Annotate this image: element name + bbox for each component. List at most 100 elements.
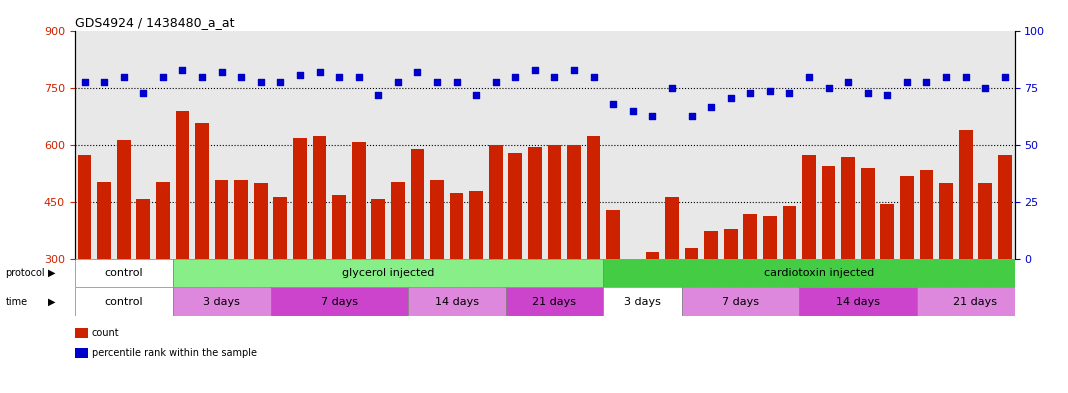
Point (781, 90, 798, 96)
Bar (489, 145, 503, 373)
Bar (920, 170, 933, 373)
Point (585, 74, 602, 80)
Text: percentile rank within the sample: percentile rank within the sample (92, 348, 256, 358)
Point (506, 74, 523, 80)
Point (624, 108, 641, 114)
Point (918, 79, 936, 85)
Text: control: control (105, 268, 143, 278)
Bar (97, 182, 111, 373)
FancyBboxPatch shape (270, 287, 408, 316)
Point (468, 92, 485, 98)
Point (370, 92, 387, 98)
Bar (195, 123, 209, 373)
Bar (685, 248, 698, 373)
Point (761, 88, 779, 94)
Point (741, 90, 758, 96)
Bar (626, 259, 640, 373)
Text: count: count (92, 328, 120, 338)
Point (331, 74, 348, 80)
FancyBboxPatch shape (408, 287, 505, 316)
Text: ▶: ▶ (48, 268, 56, 278)
Bar (430, 180, 444, 373)
Bar (332, 195, 346, 373)
Bar (75, 328, 88, 338)
Bar (508, 153, 522, 373)
FancyBboxPatch shape (681, 287, 799, 316)
Bar (391, 182, 405, 373)
Point (938, 74, 955, 80)
Text: GDS4924 / 1438480_a_at: GDS4924 / 1438480_a_at (75, 16, 234, 29)
Text: 21 days: 21 days (533, 297, 577, 307)
Text: control: control (105, 297, 143, 307)
FancyBboxPatch shape (603, 259, 1034, 287)
Point (566, 67, 583, 73)
Bar (116, 140, 130, 373)
Bar (724, 229, 738, 373)
Point (409, 69, 426, 75)
Point (820, 85, 837, 92)
Bar (842, 157, 855, 373)
FancyBboxPatch shape (75, 287, 173, 316)
Point (996, 74, 1014, 80)
Bar (567, 145, 581, 373)
Point (663, 85, 680, 92)
Bar (861, 168, 875, 373)
Bar (450, 193, 464, 373)
Point (546, 74, 563, 80)
Point (859, 90, 876, 96)
Bar (273, 196, 287, 373)
Bar (763, 216, 776, 373)
Point (311, 69, 328, 75)
Text: 14 days: 14 days (836, 297, 880, 307)
Text: 21 days: 21 days (954, 297, 998, 307)
Point (271, 79, 288, 85)
Point (76, 79, 93, 85)
Bar (234, 180, 248, 373)
Bar (802, 155, 816, 373)
Point (604, 101, 622, 108)
Bar (75, 348, 88, 358)
Bar (821, 166, 835, 373)
Bar (548, 145, 562, 373)
FancyBboxPatch shape (75, 259, 173, 287)
Point (449, 79, 466, 85)
Bar (783, 206, 797, 373)
Bar (586, 136, 600, 373)
Bar (254, 184, 268, 373)
FancyBboxPatch shape (173, 259, 603, 287)
Bar (175, 111, 189, 373)
Point (976, 85, 993, 92)
Point (252, 79, 269, 85)
Point (644, 113, 661, 119)
Bar (156, 182, 170, 373)
Text: 3 days: 3 days (624, 297, 661, 307)
Text: cardiotoxin injected: cardiotoxin injected (764, 268, 874, 278)
Text: ▶: ▶ (48, 297, 56, 307)
Bar (410, 149, 424, 373)
Point (839, 79, 857, 85)
Point (957, 74, 974, 80)
Bar (607, 210, 621, 373)
Point (350, 74, 367, 80)
Point (135, 90, 152, 96)
Point (174, 67, 191, 73)
Point (193, 74, 210, 80)
Point (154, 74, 171, 80)
Text: time: time (5, 297, 28, 307)
Point (722, 94, 739, 101)
Bar (978, 184, 992, 373)
Point (527, 67, 544, 73)
Bar (372, 198, 386, 373)
Bar (469, 191, 483, 373)
Text: 7 days: 7 days (320, 297, 358, 307)
Bar (998, 155, 1011, 373)
Bar (137, 198, 151, 373)
Bar (880, 204, 894, 373)
Point (801, 74, 818, 80)
Point (389, 79, 406, 85)
Text: glycerol injected: glycerol injected (342, 268, 435, 278)
FancyBboxPatch shape (603, 287, 681, 316)
Bar (959, 130, 973, 373)
Bar (939, 184, 953, 373)
Point (96, 79, 113, 85)
